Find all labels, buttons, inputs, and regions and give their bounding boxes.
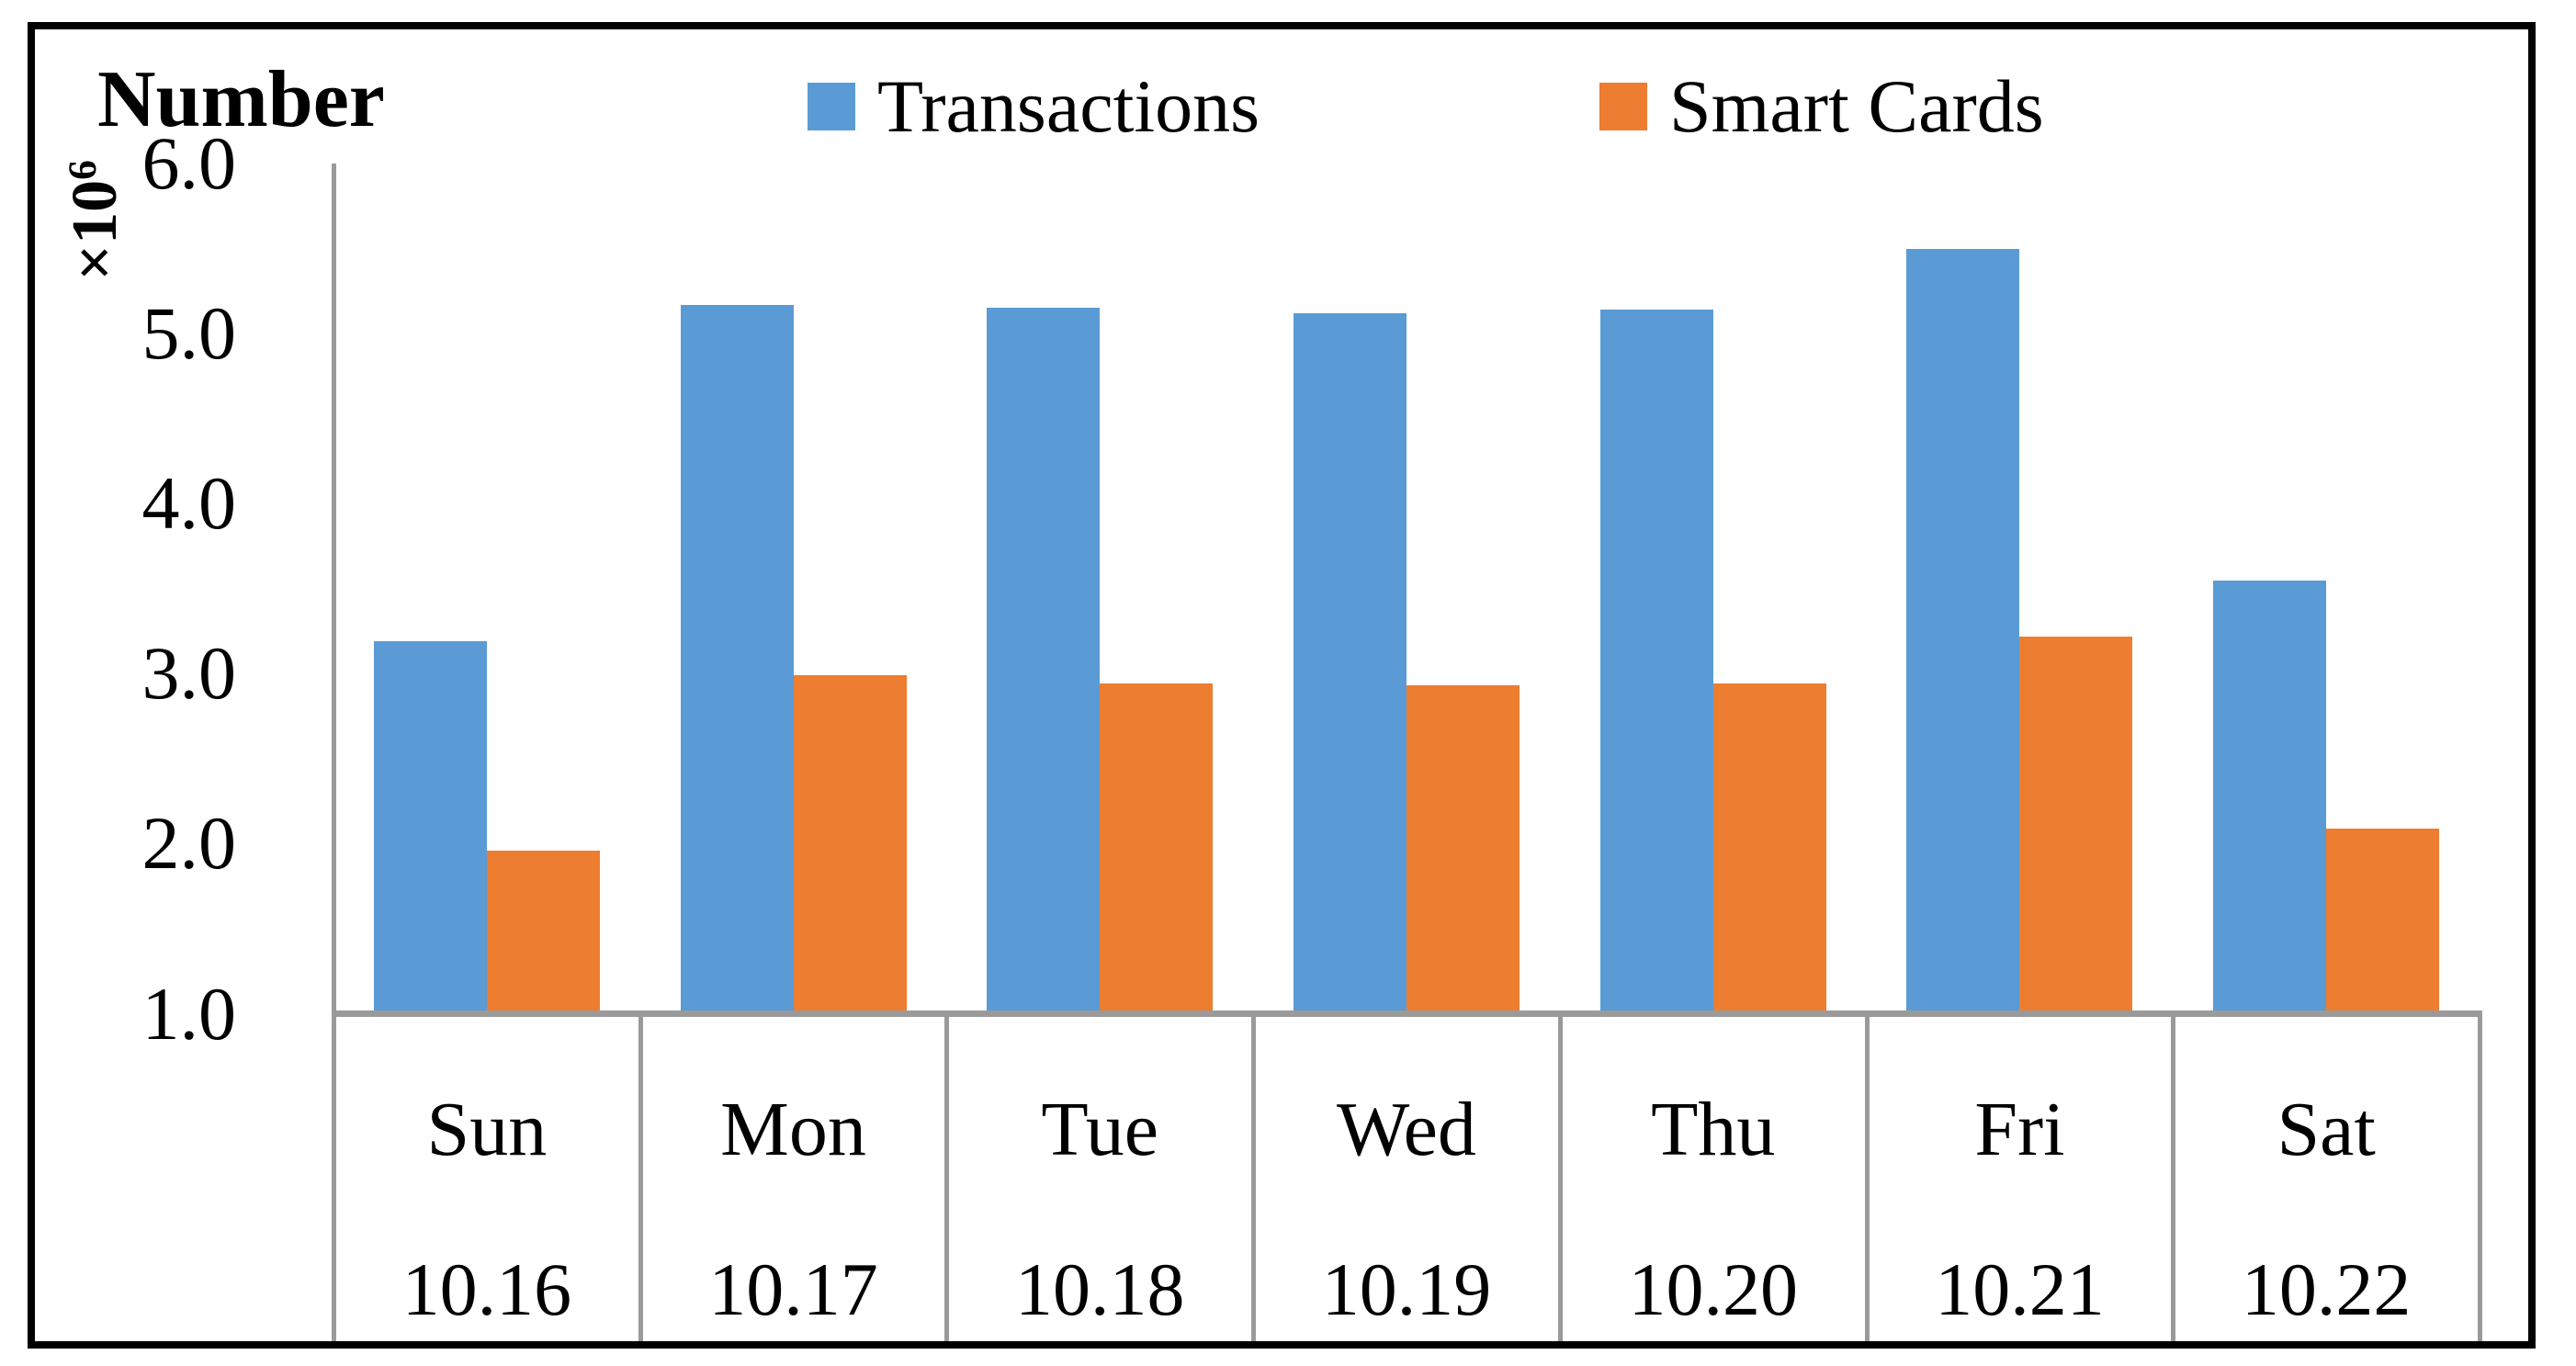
bar-smart-cards-sat: [2326, 828, 2440, 1017]
bar-transactions-wed: [1294, 312, 1407, 1017]
y-axis-multiplier-exponent: 6: [61, 160, 106, 180]
date-label-wed: 10.19: [1321, 1247, 1492, 1331]
table-divider: [944, 1010, 949, 1341]
chart-title: Number: [97, 55, 385, 144]
bar-smart-cards-fri: [2019, 636, 2133, 1017]
bar-transactions-tue: [987, 308, 1101, 1017]
x-axis-line: [333, 1010, 2482, 1017]
y-tick-label: 5.0: [141, 291, 237, 376]
table-divider: [1865, 1010, 1870, 1341]
date-label-tue: 10.18: [1014, 1247, 1185, 1331]
legend-swatch-smart-cards: [1599, 83, 1647, 130]
day-label-fri: Fri: [1974, 1087, 2065, 1172]
day-label-tue: Tue: [1041, 1087, 1159, 1172]
day-label-thu: Thu: [1651, 1087, 1776, 1172]
date-label-sat: 10.22: [2241, 1247, 2412, 1331]
legend-label-smart-cards: Smart Cards: [1669, 64, 2044, 148]
bar-smart-cards-tue: [1100, 683, 1214, 1017]
table-divider: [1558, 1010, 1563, 1341]
bar-transactions-fri: [1906, 248, 2020, 1017]
day-label-sat: Sat: [2277, 1087, 2376, 1172]
y-tick-label: 1.0: [141, 971, 237, 1056]
day-label-sun: Sun: [426, 1087, 548, 1172]
bar-smart-cards-sun: [486, 850, 600, 1017]
bar-transactions-thu: [1599, 310, 1713, 1017]
y-tick-label: 6.0: [141, 121, 237, 205]
bar-smart-cards-wed: [1407, 685, 1520, 1017]
legend-item-transactions: Transactions: [808, 61, 1260, 152]
y-tick-label: 3.0: [141, 631, 237, 716]
y-tick-label: 4.0: [141, 461, 237, 546]
bar-smart-cards-mon: [793, 675, 907, 1017]
table-divider: [2478, 1010, 2482, 1341]
legend-item-smart-cards: Smart Cards: [1599, 61, 2044, 152]
table-divider: [2171, 1010, 2175, 1341]
y-tick-label: 2.0: [141, 801, 237, 886]
date-label-mon: 10.17: [708, 1247, 878, 1331]
date-label-sun: 10.16: [401, 1247, 572, 1331]
legend-label-transactions: Transactions: [877, 64, 1260, 148]
table-divider: [638, 1010, 643, 1341]
bar-transactions-sat: [2213, 580, 2327, 1017]
table-divider: [1251, 1010, 1256, 1341]
day-label-wed: Wed: [1337, 1087, 1476, 1172]
y-axis-multiplier-base: ×10: [60, 179, 130, 281]
bar-smart-cards-thu: [1712, 683, 1826, 1017]
bar-transactions-mon: [680, 304, 794, 1017]
y-axis-multiplier: ×106: [59, 160, 132, 281]
date-label-thu: 10.20: [1628, 1247, 1798, 1331]
legend-swatch-transactions: [808, 83, 855, 130]
date-label-fri: 10.21: [1935, 1247, 2105, 1331]
y-axis-line: [332, 164, 336, 1341]
day-label-mon: Mon: [720, 1087, 866, 1172]
bar-transactions-sun: [373, 641, 487, 1017]
